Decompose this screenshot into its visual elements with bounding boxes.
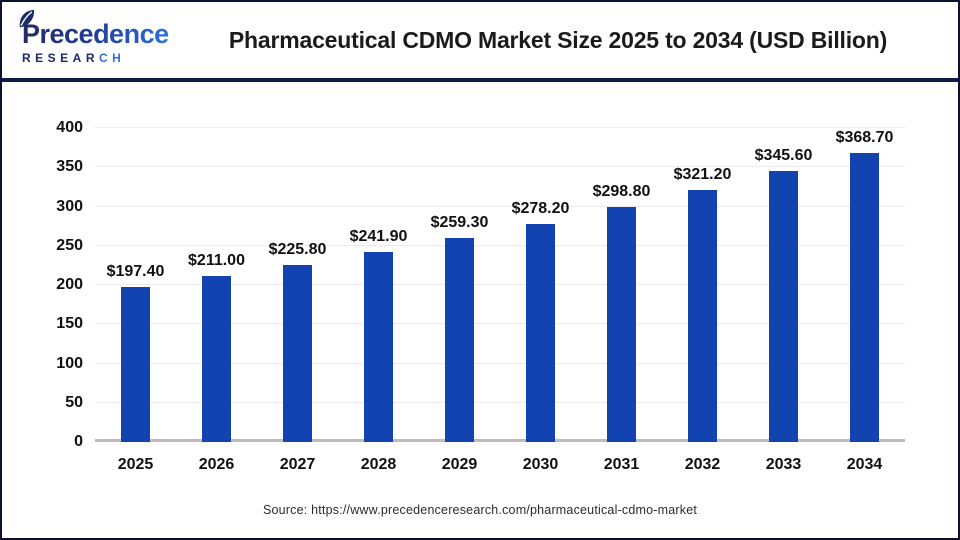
bar: [364, 252, 393, 442]
logo-wordmark: Precedence: [22, 19, 169, 49]
x-tick-label: 2034: [846, 456, 883, 473]
x-tick-label: 2027: [279, 456, 316, 473]
bar-value-label: $368.70: [835, 128, 894, 146]
bar-slot: $298.80: [581, 128, 662, 442]
x-tick-label: 2030: [522, 456, 559, 473]
x-tick-label: 2028: [360, 456, 397, 473]
bar-slot: $321.20: [662, 128, 743, 442]
bar: [283, 264, 312, 442]
bar-slot: $225.80: [257, 128, 338, 442]
bar-value-label: $225.80: [268, 240, 327, 258]
bar-value-label: $345.60: [754, 146, 813, 164]
source-text: Source: https://www.precedenceresearch.c…: [262, 503, 698, 517]
x-tick-label: 2026: [198, 456, 235, 473]
gridline: [95, 127, 905, 128]
y-tick-label: 350: [56, 158, 83, 176]
bar-value-label: $298.80: [592, 183, 651, 201]
page-title: Pharmaceutical CDMO Market Size 2025 to …: [228, 26, 888, 53]
x-tick-label: 2029: [441, 456, 478, 473]
bar: [202, 276, 231, 442]
bar-value-label: $241.90: [349, 228, 408, 246]
y-tick-label: 250: [56, 236, 83, 254]
bars-row: $197.40 $211.00 $225.80 $241.90 $259.30 $278.…: [95, 128, 905, 442]
y-tick-label: 300: [56, 197, 83, 215]
bar-slot: $259.30: [419, 128, 500, 442]
bar: [121, 287, 150, 442]
gridline: [95, 401, 905, 403]
x-tick-label: 2032: [684, 456, 721, 473]
bar-value-label: $259.30: [430, 214, 489, 232]
x-axis-line: [95, 439, 905, 442]
bar: [607, 207, 636, 442]
logo: Precedence RESEARCH: [19, 9, 172, 65]
x-tick-label: 2031: [603, 456, 640, 473]
gridline: [95, 205, 905, 207]
y-tick-label: 50: [65, 393, 83, 411]
gridline: [95, 323, 905, 325]
y-tick-label: 150: [56, 315, 83, 333]
leaf-icon: [19, 9, 35, 28]
bar: [526, 223, 555, 442]
gridline: [95, 284, 905, 285]
bar-slot: $197.40: [95, 128, 176, 442]
bar-value-label: $321.20: [673, 165, 732, 183]
bar-value-label: $211.00: [188, 252, 245, 270]
bar-slot: $345.60: [743, 128, 824, 442]
bar-slot: $368.70: [824, 128, 905, 442]
y-tick-label: 0: [74, 433, 83, 450]
bar: [688, 189, 717, 442]
logo-research-main: RESEAR: [22, 51, 100, 65]
logo-research-text: RESEARCH: [22, 51, 172, 65]
bar-slot: $278.20: [500, 128, 581, 442]
bar: [769, 170, 798, 442]
logo-research-accent: CH: [99, 51, 126, 65]
y-tick-label: 100: [56, 354, 83, 372]
bar: [850, 152, 879, 442]
header: Precedence RESEARCH Pharmaceutical CDMO …: [2, 2, 958, 78]
x-tick-label: 2025: [117, 456, 154, 473]
gridline: [95, 166, 905, 168]
gridline: [95, 362, 905, 364]
y-tick-label: 200: [56, 276, 83, 293]
bar-slot: $241.90: [338, 128, 419, 442]
y-tick-label: 400: [56, 119, 83, 136]
x-axis-labels: 2025 2026 2027 2028 2029 2030 2031 2032 2033 2034: [95, 456, 905, 474]
header-divider: [2, 78, 958, 82]
plot-area: 0 50 100 150 200 250 300 350 400 $197.40 $211.00 $2…: [56, 119, 905, 450]
logo-wordmark-row: Precedence: [19, 9, 169, 50]
gridline: [95, 244, 905, 246]
bar-value-label: $197.40: [106, 263, 165, 281]
bar-slot: $211.00: [176, 128, 257, 442]
bar: [445, 238, 474, 442]
x-tick-label: 2033: [765, 456, 802, 473]
bar-value-label: $278.20: [511, 199, 570, 217]
